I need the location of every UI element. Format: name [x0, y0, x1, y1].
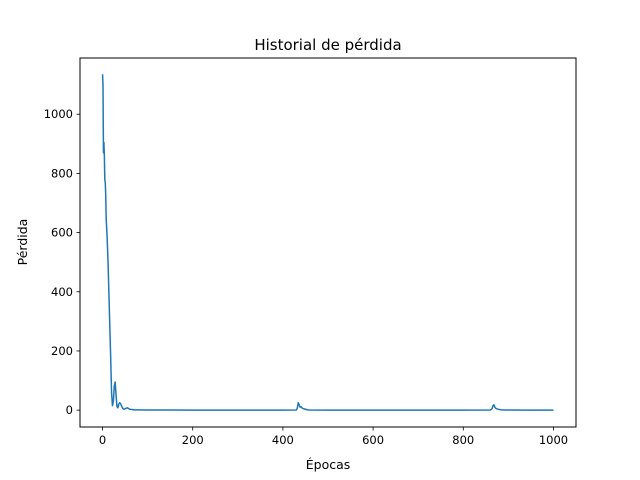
chart-title: Historial de pérdida — [254, 36, 401, 54]
x-tick-label: 800 — [452, 433, 474, 447]
x-tick-label: 1000 — [539, 433, 568, 447]
x-tick-label: 600 — [362, 433, 384, 447]
y-tick-label: 400 — [51, 285, 73, 299]
y-tick-label: 200 — [51, 344, 73, 358]
y-tick-label: 0 — [66, 403, 73, 417]
axes-frame — [79, 57, 577, 428]
x-tick-label: 0 — [99, 433, 106, 447]
x-tick-label: 400 — [272, 433, 294, 447]
x-axis: 0 200 400 600 800 1000 — [99, 427, 568, 447]
loss-series-line-1 — [101, 74, 554, 411]
y-tick-label: 800 — [51, 166, 73, 180]
y-tick-label: 600 — [51, 226, 73, 240]
y-axis-label: Pérdida — [15, 219, 30, 266]
y-tick-label: 1000 — [44, 107, 73, 121]
x-axis-label: Épocas — [306, 457, 351, 472]
plot-area — [101, 74, 554, 411]
x-tick-label: 200 — [182, 433, 204, 447]
y-axis: 0 200 400 600 800 1000 — [44, 107, 80, 417]
